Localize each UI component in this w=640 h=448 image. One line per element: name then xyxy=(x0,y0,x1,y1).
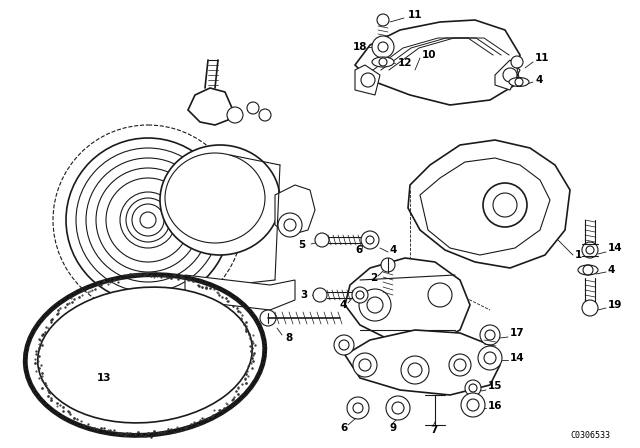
Polygon shape xyxy=(355,65,380,95)
Text: 6: 6 xyxy=(340,423,348,433)
Circle shape xyxy=(511,56,523,68)
Text: 4: 4 xyxy=(390,245,397,255)
Text: 11: 11 xyxy=(408,10,422,20)
Circle shape xyxy=(120,192,176,248)
Text: 12: 12 xyxy=(398,58,413,68)
Ellipse shape xyxy=(160,145,280,255)
Circle shape xyxy=(260,310,276,326)
Circle shape xyxy=(377,14,389,26)
Polygon shape xyxy=(495,60,520,90)
Circle shape xyxy=(449,354,471,376)
Ellipse shape xyxy=(372,57,394,67)
Circle shape xyxy=(401,356,429,384)
Text: 9: 9 xyxy=(390,423,397,433)
Polygon shape xyxy=(345,258,470,345)
Circle shape xyxy=(428,283,452,307)
Text: 19: 19 xyxy=(608,300,622,310)
Text: 15: 15 xyxy=(488,381,502,391)
Text: 17: 17 xyxy=(510,328,525,338)
Text: 2: 2 xyxy=(370,273,377,283)
Circle shape xyxy=(381,258,395,272)
Circle shape xyxy=(227,107,243,123)
Text: 10: 10 xyxy=(422,50,436,60)
Circle shape xyxy=(386,396,410,420)
Circle shape xyxy=(247,102,259,114)
Polygon shape xyxy=(408,140,570,268)
Circle shape xyxy=(259,109,271,121)
Ellipse shape xyxy=(38,287,252,423)
Text: 14: 14 xyxy=(510,353,525,363)
Circle shape xyxy=(582,300,598,316)
Polygon shape xyxy=(345,330,500,395)
Circle shape xyxy=(66,138,230,302)
Text: 4: 4 xyxy=(340,300,348,310)
Polygon shape xyxy=(185,275,295,310)
Polygon shape xyxy=(355,20,520,105)
Text: 3: 3 xyxy=(300,290,307,300)
Circle shape xyxy=(347,397,369,419)
Circle shape xyxy=(480,325,500,345)
Text: 18: 18 xyxy=(353,42,367,52)
Text: 4: 4 xyxy=(535,75,542,85)
Text: C0306533: C0306533 xyxy=(570,431,610,439)
Polygon shape xyxy=(420,158,550,255)
Text: 4: 4 xyxy=(608,265,616,275)
Circle shape xyxy=(353,353,377,377)
Text: 6: 6 xyxy=(355,245,362,255)
Circle shape xyxy=(483,183,527,227)
Text: 14: 14 xyxy=(608,243,623,253)
Text: 16: 16 xyxy=(488,401,502,411)
Ellipse shape xyxy=(509,78,529,86)
Text: 11: 11 xyxy=(535,53,550,63)
Circle shape xyxy=(465,380,481,396)
Circle shape xyxy=(315,233,329,247)
Text: 1: 1 xyxy=(575,250,582,260)
Circle shape xyxy=(582,242,598,258)
Circle shape xyxy=(478,346,502,370)
Circle shape xyxy=(352,287,368,303)
Circle shape xyxy=(278,213,302,237)
Text: 7: 7 xyxy=(430,425,437,435)
Polygon shape xyxy=(275,185,315,235)
Ellipse shape xyxy=(578,265,598,275)
Circle shape xyxy=(361,73,375,87)
Circle shape xyxy=(361,231,379,249)
Circle shape xyxy=(359,289,391,321)
Circle shape xyxy=(372,36,394,58)
Text: 5: 5 xyxy=(298,240,305,250)
Circle shape xyxy=(313,288,327,302)
Polygon shape xyxy=(188,88,232,125)
Circle shape xyxy=(503,68,517,82)
Text: 8: 8 xyxy=(285,333,292,343)
Circle shape xyxy=(140,212,156,228)
Circle shape xyxy=(461,393,485,417)
Circle shape xyxy=(334,335,354,355)
Text: 13: 13 xyxy=(97,373,111,383)
